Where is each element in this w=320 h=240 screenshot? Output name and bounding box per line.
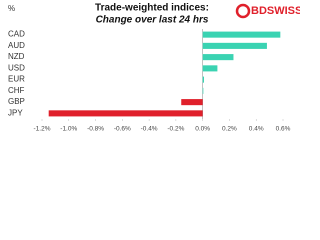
bar (202, 31, 281, 38)
bar (202, 76, 205, 83)
bar (202, 42, 267, 49)
x-tick-label: -0.8% (87, 126, 104, 133)
y-tick-label: USD (8, 63, 25, 72)
x-tick-label: -1.2% (34, 126, 51, 133)
x-tick-label: 0.2% (222, 126, 237, 133)
x-tick-label: 0.4% (249, 126, 264, 133)
x-tick-label: 0.6% (276, 126, 291, 133)
y-tick-label: AUD (8, 41, 25, 50)
y-tick-label: EUR (8, 75, 25, 84)
bar (48, 110, 203, 117)
logo-icon (235, 3, 251, 19)
bar (202, 87, 204, 94)
background (0, 0, 300, 140)
bar (202, 65, 218, 72)
y-tick-label: NZD (8, 52, 25, 61)
bar (181, 99, 203, 106)
y-tick-label: CHF (8, 86, 25, 95)
logo: BDSWISS (251, 5, 300, 17)
chart-title: Trade-weighted indices: (95, 3, 209, 14)
y-tick-label: GBP (8, 97, 25, 106)
y-tick-label: CAD (8, 30, 25, 39)
x-tick-label: -0.2% (167, 126, 184, 133)
unit-label: % (8, 4, 15, 13)
x-tick-label: -1.0% (60, 126, 77, 133)
y-tick-label: JPY (8, 108, 23, 117)
chart-subtitle: Change over last 24 hrs (96, 15, 209, 26)
x-tick-label: -0.6% (114, 126, 131, 133)
chart: Trade-weighted indices: Change over last… (0, 0, 300, 140)
x-tick-label: -0.4% (141, 126, 158, 133)
bar (202, 54, 234, 61)
x-tick-label: 0.0% (195, 126, 210, 133)
